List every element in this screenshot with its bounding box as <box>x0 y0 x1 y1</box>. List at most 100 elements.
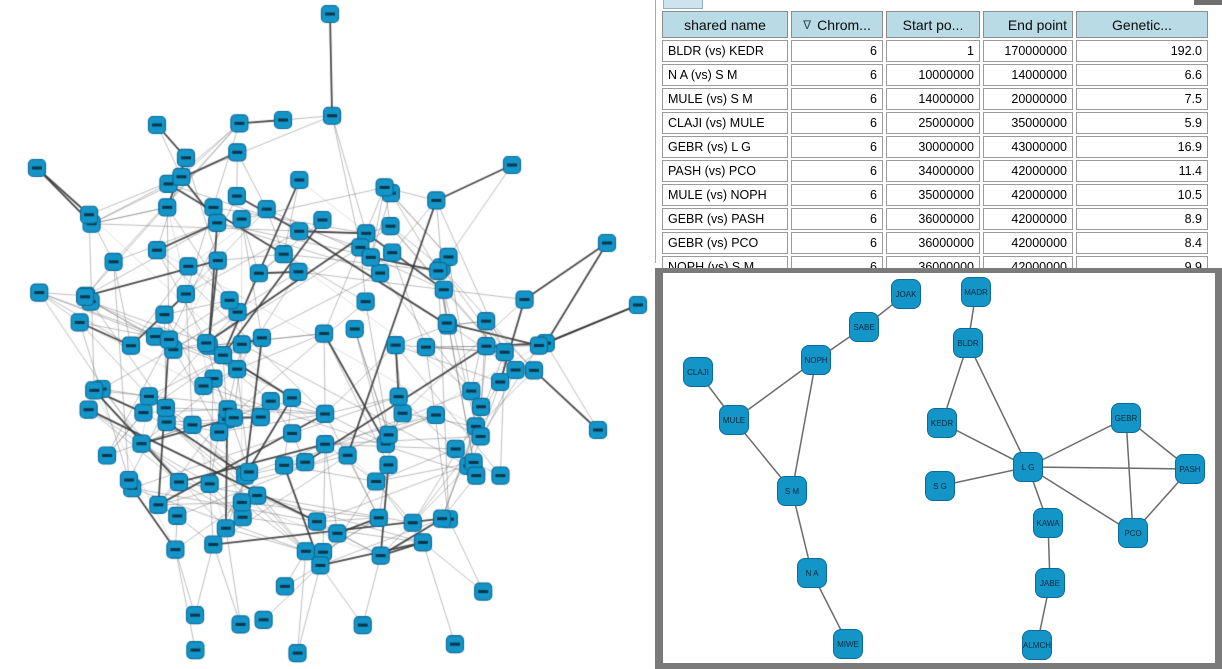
table-cell[interactable]: GEBR (vs) L G <box>662 136 788 158</box>
network-node-s-m[interactable]: S M <box>777 476 807 506</box>
table-cell[interactable]: 170000000 <box>983 40 1073 62</box>
table-cell[interactable]: 42000000 <box>983 184 1073 206</box>
network-node-mule[interactable]: MULE <box>719 405 749 435</box>
table-row[interactable]: GEBR (vs) L G 6 30000000 43000000 16.9 <box>662 136 1208 158</box>
column-header-label: Chrom... <box>817 16 871 33</box>
network-node-noph[interactable]: NOPH <box>801 345 831 375</box>
table-cell[interactable]: 6 <box>791 160 883 182</box>
network-node-kawa[interactable]: KAWA <box>1033 508 1063 538</box>
table-cell[interactable]: 6 <box>791 64 883 86</box>
table-cell[interactable]: 192.0 <box>1076 40 1208 62</box>
filter-funnel-icon[interactable]: ∇ <box>803 17 812 32</box>
table-cell[interactable]: 42000000 <box>983 160 1073 182</box>
network-node-kedr[interactable]: KEDR <box>927 408 957 438</box>
table-cell[interactable]: 42000000 <box>983 232 1073 254</box>
network-node-bldr[interactable]: BLDR <box>953 328 983 358</box>
table-cell[interactable]: 10000000 <box>886 64 980 86</box>
table-cell[interactable]: 43000000 <box>983 136 1073 158</box>
table-cell[interactable]: 1 <box>886 40 980 62</box>
network-node-n-a[interactable]: N A <box>797 558 827 588</box>
node-label: JOAK <box>895 289 917 299</box>
table-cell[interactable]: 36000000 <box>886 208 980 230</box>
node-label: MIWE <box>837 639 859 649</box>
sub-network-panel: JOAK MADR SABE NOPH BLDR CLAJI MULE KEDR GEBR L G… <box>655 268 1222 669</box>
table-row[interactable]: CLAJI (vs) MULE 6 25000000 35000000 5.9 <box>662 112 1208 134</box>
network-node-sabe[interactable]: SABE <box>849 312 879 342</box>
table-cell[interactable]: GEBR (vs) PCO <box>662 232 788 254</box>
table-cell[interactable]: BLDR (vs) KEDR <box>662 40 788 62</box>
table-row[interactable]: GEBR (vs) PASH 6 36000000 42000000 8.9 <box>662 208 1208 230</box>
table-cell[interactable]: 36000000 <box>886 232 980 254</box>
table-cell[interactable]: 35000000 <box>886 184 980 206</box>
network-node-miwe[interactable]: MIWE <box>833 629 863 659</box>
node-label: PCO <box>1124 528 1142 538</box>
table-cell[interactable]: 20000000 <box>983 88 1073 110</box>
table-cell[interactable]: 6.6 <box>1076 64 1208 86</box>
table-cell[interactable]: 16.9 <box>1076 136 1208 158</box>
column-header-1[interactable]: ∇ Chrom... <box>791 11 883 38</box>
table-cell[interactable]: 6 <box>791 136 883 158</box>
network-node-pash[interactable]: PASH <box>1175 454 1205 484</box>
network-node-claji[interactable]: CLAJI <box>683 357 713 387</box>
table-cell[interactable]: 14000000 <box>983 64 1073 86</box>
column-header-4[interactable]: Genetic... <box>1076 11 1208 38</box>
table-row[interactable]: PASH (vs) PCO 6 34000000 42000000 11.4 <box>662 160 1208 182</box>
table-cell[interactable]: 6 <box>791 208 883 230</box>
node-label: GEBR <box>1114 413 1138 423</box>
network-node-s-g[interactable]: S G <box>925 471 955 501</box>
table-cell[interactable]: 42000000 <box>983 208 1073 230</box>
table-cell[interactable]: 25000000 <box>886 112 980 134</box>
table-cell[interactable]: MULE (vs) S M <box>662 88 788 110</box>
table-cell[interactable]: 6 <box>791 232 883 254</box>
network-edge <box>1027 466 1191 470</box>
table-cell[interactable]: 5.9 <box>1076 112 1208 134</box>
network-edge <box>791 359 817 492</box>
table-header-row: shared name ∇ Chrom... Start po... End point… <box>662 11 1208 38</box>
network-edge <box>1125 417 1134 534</box>
network-node-joak[interactable]: JOAK <box>891 279 921 309</box>
large-network-canvas[interactable] <box>0 0 650 669</box>
network-node-madr[interactable]: MADR <box>961 277 991 307</box>
main-network-panel <box>0 0 650 669</box>
table-cell[interactable]: PASH (vs) PCO <box>662 160 788 182</box>
edge-attribute-table: shared name ∇ Chrom... Start po... End point… <box>659 9 1211 280</box>
table-cell[interactable]: 6 <box>791 88 883 110</box>
table-cell[interactable]: 11.4 <box>1076 160 1208 182</box>
network-node-l-g[interactable]: L G <box>1013 452 1043 482</box>
network-node-jabe[interactable]: JABE <box>1035 568 1065 598</box>
table-cell[interactable]: 6 <box>791 40 883 62</box>
table-cell[interactable]: 30000000 <box>886 136 980 158</box>
table-row[interactable]: MULE (vs) NOPH 6 35000000 42000000 10.5 <box>662 184 1208 206</box>
table-cell[interactable]: MULE (vs) NOPH <box>662 184 788 206</box>
node-label: NOPH <box>804 355 828 365</box>
sub-network-canvas[interactable]: JOAK MADR SABE NOPH BLDR CLAJI MULE KEDR GEBR L G… <box>663 273 1215 663</box>
node-label: ALMCH <box>1023 640 1052 650</box>
network-node-pco[interactable]: PCO <box>1118 518 1148 548</box>
table-cell[interactable]: 8.4 <box>1076 232 1208 254</box>
column-header-3[interactable]: End point <box>983 11 1073 38</box>
table-cell[interactable]: 6 <box>791 184 883 206</box>
table-cell[interactable]: 34000000 <box>886 160 980 182</box>
network-node-gebr[interactable]: GEBR <box>1111 403 1141 433</box>
table-tab-sliver[interactable] <box>663 0 703 9</box>
table-cell[interactable]: 7.5 <box>1076 88 1208 110</box>
node-label: N A <box>805 568 819 578</box>
column-header-0[interactable]: shared name <box>662 11 788 38</box>
node-label: PASH <box>1179 464 1201 474</box>
table-row[interactable]: GEBR (vs) PCO 6 36000000 42000000 8.4 <box>662 232 1208 254</box>
table-cell[interactable]: N A (vs) S M <box>662 64 788 86</box>
column-header-2[interactable]: Start po... <box>886 11 980 38</box>
table-cell[interactable]: 8.9 <box>1076 208 1208 230</box>
table-cell[interactable]: 6 <box>791 112 883 134</box>
node-label: MULE <box>722 415 746 425</box>
table-cell[interactable]: CLAJI (vs) MULE <box>662 112 788 134</box>
table-cell[interactable]: 35000000 <box>983 112 1073 134</box>
table-row[interactable]: N A (vs) S M 6 10000000 14000000 6.6 <box>662 64 1208 86</box>
table-row[interactable]: MULE (vs) S M 6 14000000 20000000 7.5 <box>662 88 1208 110</box>
table-cell[interactable]: GEBR (vs) PASH <box>662 208 788 230</box>
network-edge <box>1027 466 1134 534</box>
table-cell[interactable]: 14000000 <box>886 88 980 110</box>
network-node-almch[interactable]: ALMCH <box>1022 630 1052 660</box>
table-row[interactable]: BLDR (vs) KEDR 6 1 170000000 192.0 <box>662 40 1208 62</box>
table-cell[interactable]: 10.5 <box>1076 184 1208 206</box>
